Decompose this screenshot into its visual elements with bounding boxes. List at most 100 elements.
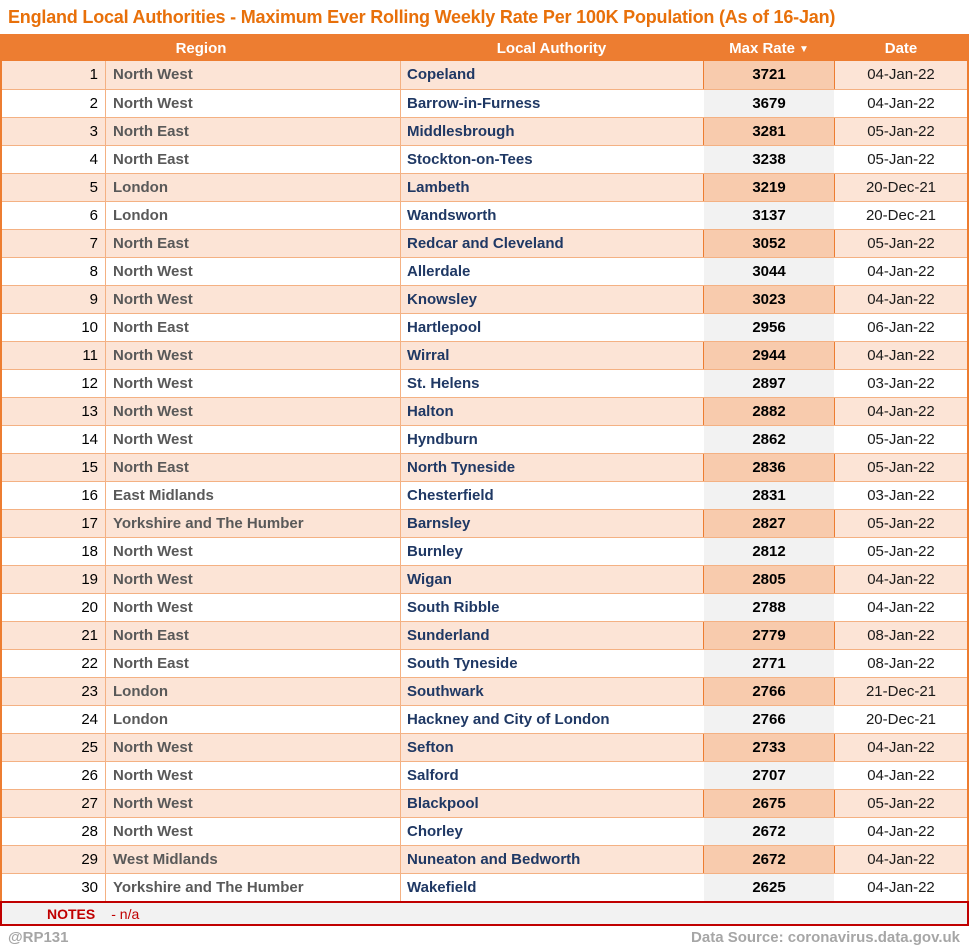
region-cell: North East <box>105 118 400 145</box>
local-authority-cell: Wandsworth <box>400 202 703 229</box>
date-cell: 04-Jan-22 <box>867 571 935 588</box>
table-row: 27 North West Blackpool 2675 05-Jan-22 <box>2 789 967 817</box>
rank-cell: 21 <box>81 627 98 644</box>
region-cell: North West <box>105 61 400 89</box>
max-rate-cell: 2771 <box>703 650 835 677</box>
rank-cell: 26 <box>81 767 98 784</box>
local-authority-cell: Hyndburn <box>400 426 703 453</box>
region-cell: North West <box>105 90 400 117</box>
local-authority-cell: Nuneaton and Bedworth <box>400 846 703 873</box>
rank-cell: 28 <box>81 823 98 840</box>
local-authority-cell: Barnsley <box>400 510 703 537</box>
footer-bar: @RP131 Data Source: coronavirus.data.gov… <box>0 926 969 949</box>
local-authority-cell: Sefton <box>400 734 703 761</box>
rank-cell: 12 <box>81 375 98 392</box>
region-cell: West Midlands <box>105 846 400 873</box>
rank-cell: 19 <box>81 571 98 588</box>
rank-cell: 14 <box>81 431 98 448</box>
region-cell: North East <box>105 454 400 481</box>
local-authority-cell: Wigan <box>400 566 703 593</box>
region-cell: North West <box>105 538 400 565</box>
table-row: 15 North East North Tyneside 2836 05-Jan… <box>2 453 967 481</box>
region-cell: North West <box>105 594 400 621</box>
region-cell: East Midlands <box>105 482 400 509</box>
date-cell: 03-Jan-22 <box>867 375 935 392</box>
date-cell: 05-Jan-22 <box>867 459 935 476</box>
column-header-region: Region <box>175 40 227 57</box>
table-row: 11 North West Wirral 2944 04-Jan-22 <box>2 341 967 369</box>
date-cell: 04-Jan-22 <box>867 347 935 364</box>
date-cell: 05-Jan-22 <box>867 235 935 252</box>
date-cell: 08-Jan-22 <box>867 627 935 644</box>
rank-cell: 16 <box>81 487 98 504</box>
table-row: 8 North West Allerdale 3044 04-Jan-22 <box>2 257 967 285</box>
date-cell: 05-Jan-22 <box>867 515 935 532</box>
rank-cell: 1 <box>89 66 98 83</box>
date-cell: 04-Jan-22 <box>867 879 935 896</box>
local-authority-cell: Blackpool <box>400 790 703 817</box>
region-cell: North West <box>105 426 400 453</box>
region-cell: London <box>105 706 400 733</box>
date-cell: 20-Dec-21 <box>865 207 937 224</box>
column-header-max-rate[interactable]: Max Rate ▼ <box>703 36 835 62</box>
max-rate-cell: 3238 <box>703 146 835 173</box>
local-authority-cell: Barrow-in-Furness <box>400 90 703 117</box>
local-authority-cell: Middlesbrough <box>400 118 703 145</box>
region-cell: North West <box>105 566 400 593</box>
table-row: 1 North West Copeland 3721 04-Jan-22 <box>2 61 967 89</box>
author-handle: @RP131 <box>8 929 69 946</box>
table-row: 14 North West Hyndburn 2862 05-Jan-22 <box>2 425 967 453</box>
rank-cell: 4 <box>89 151 98 168</box>
region-cell: North West <box>105 818 400 845</box>
max-rate-cell: 2956 <box>703 314 835 341</box>
table-row: 28 North West Chorley 2672 04-Jan-22 <box>2 817 967 845</box>
table-row: 29 West Midlands Nuneaton and Bedworth 2… <box>2 845 967 873</box>
max-rate-cell: 3679 <box>703 90 835 117</box>
max-rate-cell: 2862 <box>703 426 835 453</box>
max-rate-cell: 2882 <box>703 398 835 425</box>
table-row: 3 North East Middlesbrough 3281 05-Jan-2… <box>2 117 967 145</box>
table-row: 9 North West Knowsley 3023 04-Jan-22 <box>2 285 967 313</box>
region-cell: North West <box>105 790 400 817</box>
max-rate-cell: 3281 <box>703 118 835 145</box>
max-rate-cell: 2675 <box>703 790 835 817</box>
table-row: 25 North West Sefton 2733 04-Jan-22 <box>2 733 967 761</box>
max-rate-cell: 2672 <box>703 818 835 845</box>
max-rate-cell: 3137 <box>703 202 835 229</box>
rank-cell: 27 <box>81 795 98 812</box>
local-authority-cell: Chesterfield <box>400 482 703 509</box>
max-rate-cell: 2766 <box>703 706 835 733</box>
local-authority-cell: Knowsley <box>400 286 703 313</box>
rank-cell: 15 <box>81 459 98 476</box>
max-rate-header-label: Max Rate <box>729 40 795 57</box>
table-row: 16 East Midlands Chesterfield 2831 03-Ja… <box>2 481 967 509</box>
max-rate-cell: 2625 <box>703 874 835 901</box>
rank-cell: 23 <box>81 683 98 700</box>
max-rate-cell: 2788 <box>703 594 835 621</box>
rank-cell: 2 <box>89 95 98 112</box>
rank-cell: 5 <box>89 179 98 196</box>
max-rate-cell: 3052 <box>703 230 835 257</box>
region-cell: North East <box>105 650 400 677</box>
region-cell: Yorkshire and The Humber <box>105 874 400 901</box>
max-rate-cell: 2672 <box>703 846 835 873</box>
local-authority-cell: Hackney and City of London <box>400 706 703 733</box>
table-row: 2 North West Barrow-in-Furness 3679 04-J… <box>2 89 967 117</box>
rank-cell: 9 <box>89 291 98 308</box>
rank-cell: 17 <box>81 515 98 532</box>
date-cell: 04-Jan-22 <box>867 739 935 756</box>
local-authority-cell: St. Helens <box>400 370 703 397</box>
date-cell: 04-Jan-22 <box>867 95 935 112</box>
table-row: 20 North West South Ribble 2788 04-Jan-2… <box>2 593 967 621</box>
max-rate-cell: 3721 <box>703 61 835 89</box>
max-rate-cell: 3023 <box>703 286 835 313</box>
rank-cell: 24 <box>81 711 98 728</box>
table-row: 24 London Hackney and City of London 276… <box>2 705 967 733</box>
date-cell: 08-Jan-22 <box>867 655 935 672</box>
region-cell: North East <box>105 622 400 649</box>
local-authority-cell: Burnley <box>400 538 703 565</box>
date-cell: 04-Jan-22 <box>867 263 935 280</box>
region-cell: North West <box>105 762 400 789</box>
date-cell: 03-Jan-22 <box>867 487 935 504</box>
max-rate-cell: 2733 <box>703 734 835 761</box>
